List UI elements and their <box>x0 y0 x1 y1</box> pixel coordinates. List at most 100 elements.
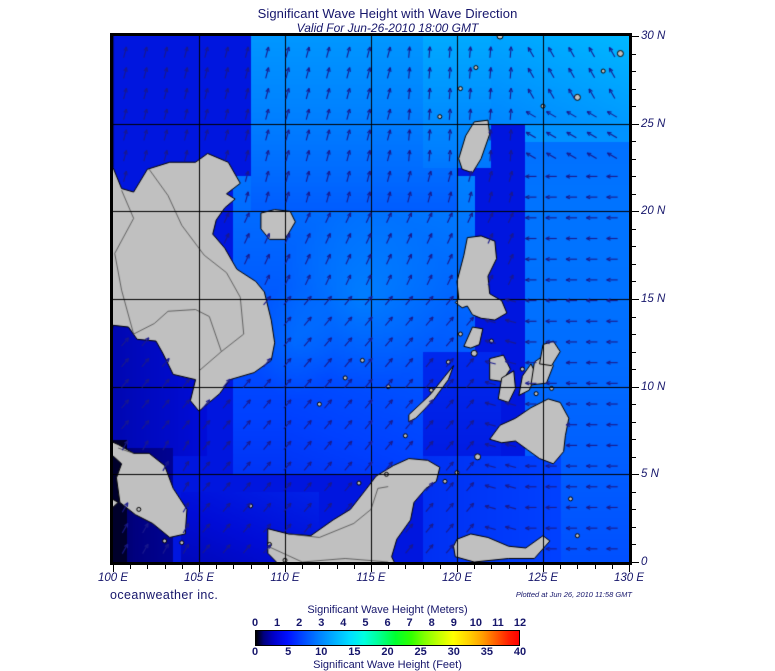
y-tick <box>632 281 636 282</box>
colorbar-tick-feet: 30 <box>447 646 460 658</box>
plotted-timestamp: Plotted at Jun 26, 2010 11:58 GMT <box>515 590 632 599</box>
colorbar-gradient <box>255 630 520 646</box>
x-tick <box>302 565 303 569</box>
y-tick <box>632 124 639 125</box>
colorbar-ticks-meters: 0 1 2 3 4 5 6 7 8 9 10 11 12 <box>251 617 526 630</box>
x-tick <box>509 565 510 569</box>
y-tick <box>632 176 636 177</box>
company-credit: oceanweather inc. <box>110 588 219 602</box>
colorbar-tick-feet: 35 <box>480 646 493 658</box>
y-tick <box>632 299 639 300</box>
x-tick <box>130 565 131 569</box>
x-tick <box>612 565 613 569</box>
colorbar-tick-meters: 12 <box>513 617 527 629</box>
y-axis-label: 25 N <box>641 117 666 130</box>
y-axis-label: 20 N <box>641 205 666 218</box>
y-tick <box>632 562 639 563</box>
y-tick <box>632 71 636 72</box>
y-tick <box>632 509 636 510</box>
y-tick <box>632 387 639 388</box>
x-tick <box>285 565 286 572</box>
x-axis-label: 125 E <box>527 572 559 584</box>
y-tick <box>632 54 636 55</box>
x-tick <box>388 565 389 569</box>
colorbar-tick-feet: 5 <box>285 646 292 658</box>
x-axis-label: 115 E <box>356 572 386 584</box>
y-tick <box>632 439 636 440</box>
x-tick <box>560 565 561 569</box>
y-tick <box>632 369 636 370</box>
x-tick <box>337 565 338 569</box>
colorbar-tick-meters: 10 <box>469 617 482 629</box>
colorbar-tick-meters: 1 <box>274 617 281 629</box>
x-tick <box>457 565 458 572</box>
colorbar-tick-meters: 7 <box>406 617 413 629</box>
x-tick <box>233 565 234 569</box>
x-tick <box>182 565 183 569</box>
colorbar-tick-meters: 11 <box>492 617 504 629</box>
x-tick <box>526 565 527 569</box>
y-tick <box>632 264 636 265</box>
x-tick <box>371 565 372 572</box>
x-axis-label: 120 E <box>441 572 473 584</box>
y-tick <box>632 317 636 318</box>
y-tick <box>632 159 636 160</box>
x-tick <box>423 565 424 569</box>
colorbar-tick-feet: 10 <box>315 646 328 658</box>
x-tick <box>577 565 578 569</box>
y-axis-label: 30 N <box>641 30 666 42</box>
y-tick <box>632 246 636 247</box>
colorbar-tick-feet: 20 <box>381 646 394 658</box>
x-tick <box>216 565 217 569</box>
x-tick <box>354 565 355 569</box>
x-tick <box>629 565 630 572</box>
x-tick <box>199 565 200 572</box>
colorbar-tick-feet: 25 <box>414 646 427 658</box>
x-axis-label: 105 E <box>183 572 215 584</box>
colorbar-ticks-feet: 0 5 10 15 20 25 30 35 40 <box>251 646 526 659</box>
colorbar-tick-meters: 3 <box>318 617 325 629</box>
colorbar-title-meters: Significant Wave Height (Meters) <box>307 604 468 616</box>
x-tick <box>405 565 406 569</box>
x-tick <box>319 565 320 569</box>
x-tick <box>595 565 596 569</box>
colorbar-tick-feet: 40 <box>513 646 527 658</box>
colorbar-tick-feet: 15 <box>348 646 361 658</box>
x-axis-label: 100 E <box>97 572 129 584</box>
y-tick <box>632 106 636 107</box>
y-tick <box>632 404 636 405</box>
y-axis-label: 5 N <box>641 468 659 481</box>
x-tick <box>113 565 114 572</box>
x-tick <box>474 565 475 569</box>
x-axis-label: 110 E <box>270 572 300 584</box>
colorbar-tick-feet: 0 <box>251 646 259 658</box>
y-tick <box>632 544 636 545</box>
y-tick <box>632 334 636 335</box>
colorbar-tick-meters: 4 <box>340 617 347 629</box>
chart-subtitle: Valid For Jun-26-2010 18:00 GMT <box>296 21 479 35</box>
y-tick <box>632 194 636 195</box>
y-tick <box>632 422 636 423</box>
x-tick <box>165 565 166 569</box>
y-axis-label: 0 <box>641 556 648 568</box>
colorbar-tick-meters: 0 <box>251 617 259 629</box>
y-tick <box>632 89 636 90</box>
x-axis-label: 130 E <box>613 572 645 584</box>
x-tick <box>251 565 252 569</box>
x-tick <box>268 565 269 569</box>
wave-height-raster <box>113 36 629 562</box>
colorbar-title-feet: Significant Wave Height (Feet) <box>313 659 462 671</box>
colorbar-tick-meters: 8 <box>428 617 435 629</box>
y-axis-label: 15 N <box>641 293 666 305</box>
y-tick <box>632 527 636 528</box>
y-axis-label: 10 N <box>641 380 666 393</box>
y-tick <box>632 229 636 230</box>
y-tick <box>632 457 636 458</box>
x-tick <box>491 565 492 569</box>
colorbar-tick-meters: 6 <box>384 617 391 629</box>
x-tick <box>440 565 441 569</box>
colorbar-tick-meters: 5 <box>362 617 369 629</box>
chart-title: Significant Wave Height with Wave Direct… <box>257 6 518 21</box>
